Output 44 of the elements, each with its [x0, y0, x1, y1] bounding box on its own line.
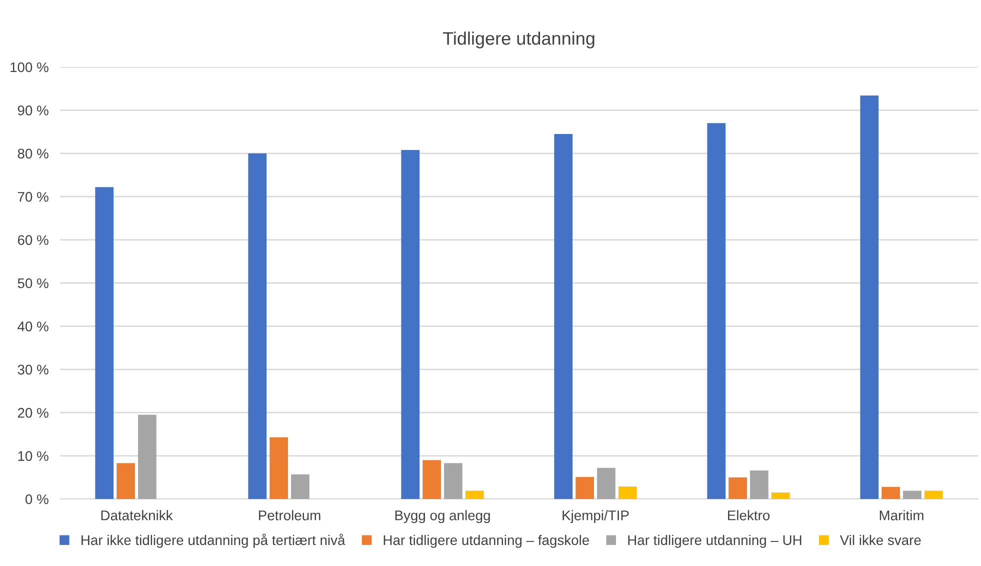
bar — [138, 414, 156, 499]
y-tick-label: 100 % — [10, 62, 48, 72]
y-tick-label: 30 % — [18, 364, 48, 375]
bar — [401, 150, 420, 499]
y-tick-label: 70 % — [18, 192, 48, 202]
y-tick-label: 40 % — [18, 322, 48, 332]
bar — [882, 486, 900, 499]
x-tick-label: Maritim — [880, 510, 924, 520]
chart-title: Tidligere utdanning — [442, 32, 594, 48]
x-tick-label: Bygg og anlegg — [395, 510, 490, 524]
legend-label: Har ikke tidligere utdanning på tertiært nivå — [82, 534, 346, 548]
x-tick-label: Kjempi/TIP — [562, 510, 629, 524]
y-tick-label: 80 % — [18, 148, 48, 159]
bar — [597, 468, 616, 499]
y-tick-label: 50 % — [18, 278, 48, 288]
bar — [465, 490, 484, 499]
y-tick-label: 0 % — [26, 494, 48, 504]
bar — [903, 490, 922, 499]
y-tick-label: 90 % — [18, 106, 48, 116]
bar — [924, 490, 943, 499]
x-tick-label: Elektro — [728, 510, 770, 520]
x-tick-label: Petroleum — [258, 510, 320, 520]
bar — [771, 492, 790, 499]
bar — [618, 486, 637, 499]
bar — [554, 134, 573, 499]
y-tick-label: 10 % — [18, 451, 48, 461]
legend-label: Vil ikke svare — [840, 534, 921, 546]
bar — [291, 474, 310, 499]
bar — [270, 437, 288, 499]
bar — [422, 460, 441, 499]
bar — [116, 463, 135, 499]
bar — [248, 153, 267, 499]
bar — [860, 96, 879, 499]
bar — [750, 470, 768, 499]
bar — [444, 463, 462, 499]
legend-label: Har tidligere utdanning – fagskole — [384, 534, 590, 548]
bar — [707, 123, 726, 499]
bar — [576, 476, 594, 499]
bar — [728, 477, 747, 499]
y-tick-label: 20 % — [18, 408, 48, 418]
bar — [95, 187, 114, 499]
legend-label: Har tidligere utdanning – UH — [628, 534, 802, 548]
x-tick-label: Datateknikk — [101, 510, 173, 520]
y-tick-label: 60 % — [18, 235, 48, 245]
